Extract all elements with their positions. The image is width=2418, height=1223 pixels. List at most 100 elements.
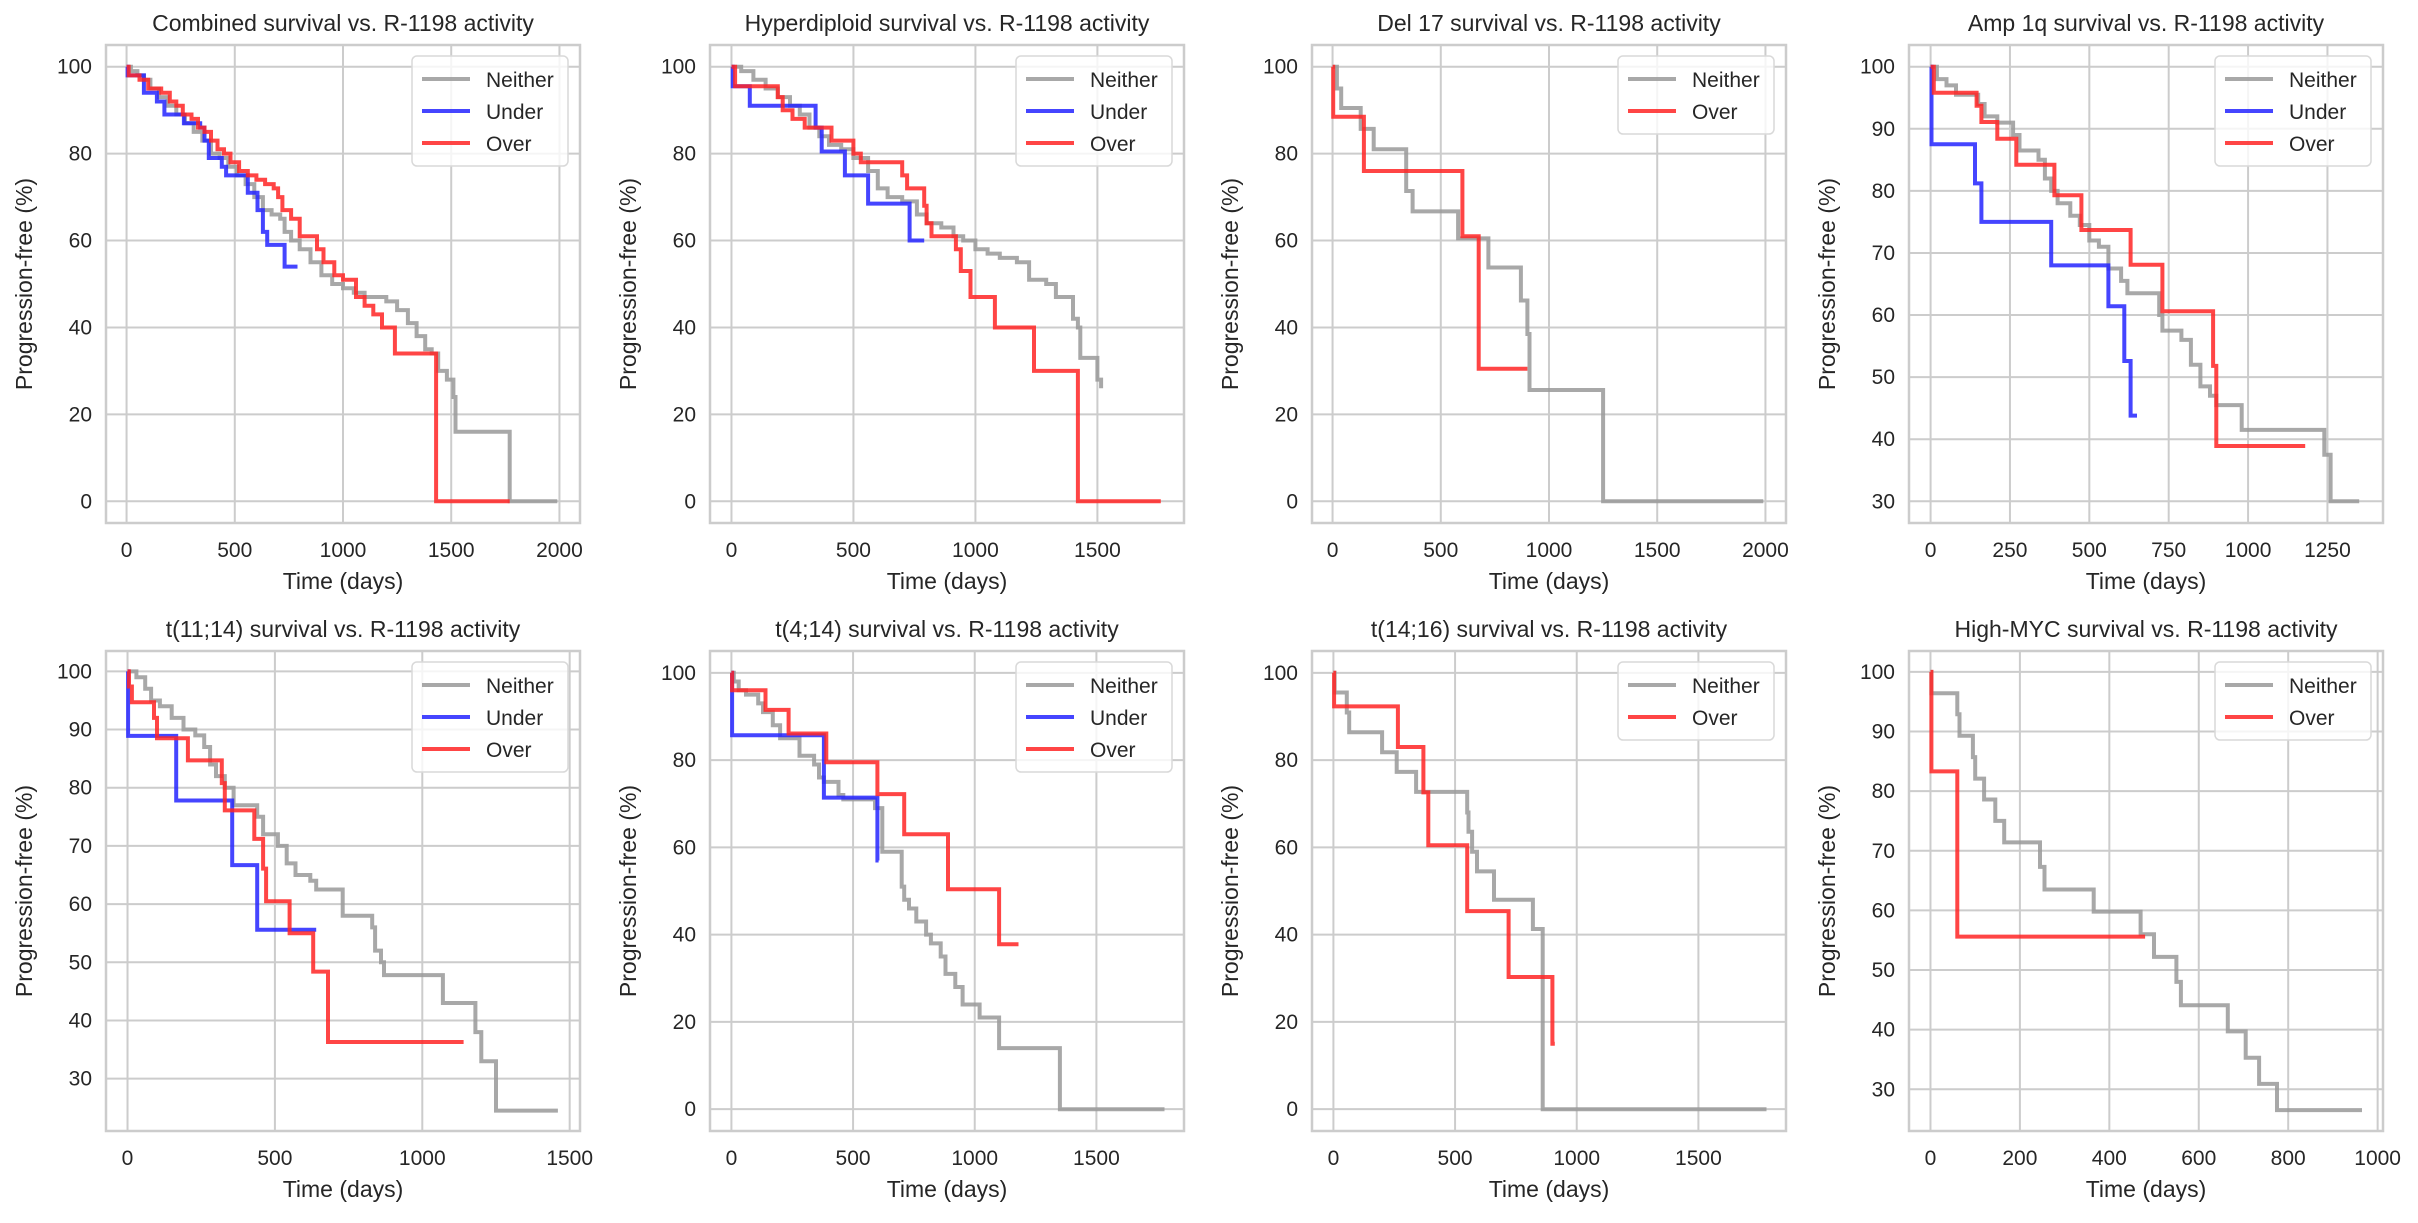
y-axis-label: Progression-free (%) <box>615 785 641 997</box>
series-line-neither <box>1930 64 2360 504</box>
y-tick-label: 80 <box>1872 780 1895 803</box>
subplot-title: t(11;14) survival vs. R-1198 activity <box>166 616 521 642</box>
x-tick-label: 800 <box>2271 1147 2306 1170</box>
series-line-neither <box>126 64 558 504</box>
legend-label-under: Under <box>486 707 543 730</box>
legend: Neither Under Over <box>1015 55 1173 167</box>
y-tick-label: 50 <box>69 951 92 974</box>
legend: Neither Over <box>2214 661 2372 741</box>
x-axis-label: Time (days) <box>2086 568 2207 594</box>
gridlines <box>1312 45 1786 523</box>
legend-box <box>1015 55 1173 167</box>
series-line-over <box>730 670 1019 947</box>
series-line-over <box>1930 64 2306 448</box>
x-tick-label: 0 <box>1925 539 1937 562</box>
legend-box <box>1617 55 1775 135</box>
series-line-neither <box>1332 670 1767 1112</box>
y-tick-label: 100 <box>661 662 696 685</box>
subplot-7: 0 500 1000 1500 0 20 40 60 80 100 t(14;16) surviva… <box>1217 616 1788 1202</box>
series-group <box>730 670 1165 1112</box>
y-tick-label: 80 <box>69 143 92 166</box>
series-line-under <box>126 669 317 932</box>
y-axis-label: Progression-free (%) <box>1814 785 1840 997</box>
series-group <box>1331 64 1764 504</box>
series-group <box>730 64 1161 504</box>
series-line-over <box>127 669 464 1044</box>
x-tick-label: 0 <box>1925 1147 1937 1170</box>
y-axis-label: Progression-free (%) <box>1217 785 1243 997</box>
axes-frame <box>708 649 1186 1133</box>
y-tick-label: 70 <box>1872 242 1895 265</box>
series-line-neither <box>127 669 558 1113</box>
legend-label-over: Over <box>1090 739 1136 762</box>
series-line-neither <box>1332 64 1764 504</box>
series-line-neither <box>1929 669 2362 1113</box>
x-tick-label: 1000 <box>2354 1147 2401 1170</box>
legend-label-neither: Neither <box>486 69 554 92</box>
series-line-over <box>1929 669 2146 939</box>
x-tick-label: 500 <box>217 539 252 562</box>
x-tick-label: 1000 <box>952 539 999 562</box>
subplot-6: 0 500 1000 1500 0 20 40 60 80 100 t(4;14) survival… <box>615 616 1186 1202</box>
axes-frame <box>1907 43 2385 525</box>
y-tick-label: 40 <box>673 316 696 339</box>
axes-frame <box>1310 43 1788 525</box>
series-group <box>1929 64 2360 504</box>
subplot-title: t(14;16) survival vs. R-1198 activity <box>1371 616 1728 642</box>
y-tick-label: 80 <box>673 143 696 166</box>
y-tick-label: 40 <box>673 924 696 947</box>
y-tick-label: 40 <box>1275 316 1298 339</box>
y-tick-label: 100 <box>1860 56 1895 79</box>
legend: Neither Under Over <box>1015 661 1173 773</box>
y-tick-label: 40 <box>1872 1019 1895 1042</box>
legend-label-neither: Neither <box>2289 675 2357 698</box>
series-line-over <box>126 64 510 504</box>
x-tick-label: 2000 <box>1742 539 1789 562</box>
x-tick-label: 400 <box>2092 1147 2127 1170</box>
y-tick-label: 60 <box>69 230 92 253</box>
y-tick-label: 80 <box>1275 143 1298 166</box>
series-group <box>1929 669 2362 1113</box>
legend-label-neither: Neither <box>1692 675 1760 698</box>
x-tick-label: 500 <box>836 1147 871 1170</box>
x-tick-label: 0 <box>1327 539 1339 562</box>
x-axis-label: Time (days) <box>2086 1176 2207 1202</box>
x-axis-label: Time (days) <box>283 568 404 594</box>
x-tick-label: 600 <box>2181 1147 2216 1170</box>
y-tick-label: 60 <box>673 230 696 253</box>
y-tick-label: 20 <box>1275 403 1298 426</box>
axes-frame <box>1907 649 2385 1133</box>
y-tick-label: 40 <box>1275 924 1298 947</box>
y-tick-label: 30 <box>69 1068 92 1091</box>
legend-box <box>411 661 569 773</box>
series-line-over <box>731 64 1161 504</box>
y-tick-label: 80 <box>69 777 92 800</box>
axes-frame <box>104 43 582 525</box>
legend-label-neither: Neither <box>1090 675 1158 698</box>
legend-label-over: Over <box>486 739 532 762</box>
axes-frame <box>104 649 582 1133</box>
y-axis-label: Progression-free (%) <box>1217 178 1243 390</box>
legend-label-over: Over <box>2289 707 2335 730</box>
subplot-title: Combined survival vs. R-1198 activity <box>152 10 534 36</box>
x-tick-label: 1500 <box>1634 539 1681 562</box>
y-tick-label: 80 <box>1872 180 1895 203</box>
subplot-1: 0 500 1000 1500 2000 0 20 40 60 80 100 Combined sur… <box>11 10 583 594</box>
subplot-title: Hyperdiploid survival vs. R-1198 activit… <box>745 10 1150 36</box>
y-tick-label: 20 <box>673 403 696 426</box>
y-tick-label: 100 <box>57 56 92 79</box>
x-tick-label: 750 <box>2151 539 2186 562</box>
legend-label-neither: Neither <box>1692 69 1760 92</box>
y-tick-label: 100 <box>1263 662 1298 685</box>
subplot-8: 0 200 400 600 800 1000 30 40 50 60 70 80 90 100 High-M… <box>1814 616 2401 1202</box>
y-tick-label: 40 <box>69 1009 92 1032</box>
y-tick-label: 30 <box>1872 1078 1895 1101</box>
y-axis-label: Progression-free (%) <box>1814 178 1840 390</box>
x-tick-label: 250 <box>1992 539 2027 562</box>
y-tick-label: 40 <box>1872 428 1895 451</box>
legend-label-over: Over <box>2289 133 2335 156</box>
x-tick-label: 500 <box>257 1147 292 1170</box>
y-tick-label: 20 <box>69 403 92 426</box>
